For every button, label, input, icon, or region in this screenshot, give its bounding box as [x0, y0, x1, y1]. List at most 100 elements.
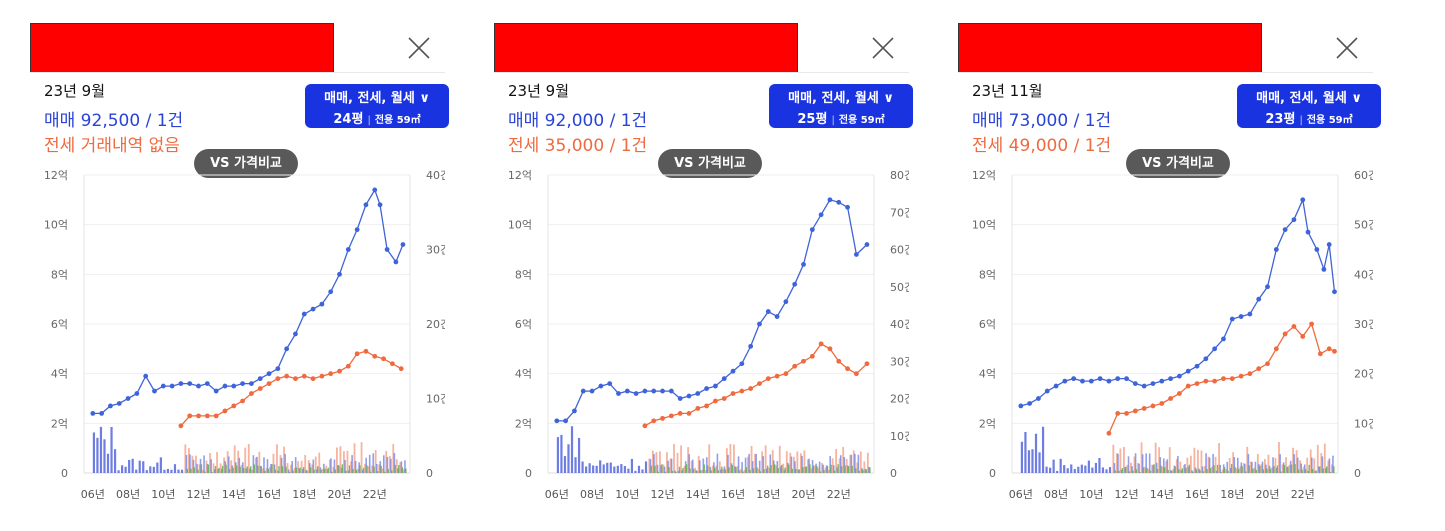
jeonse-price-point — [774, 373, 780, 379]
sale-price-point — [293, 331, 298, 337]
volume-bar-jeonse — [757, 468, 760, 473]
x-tick-label: 18년 — [1220, 488, 1244, 501]
volume-bar-sale — [1205, 453, 1207, 473]
volume-bar-jeonse — [254, 457, 257, 473]
sale-price-point — [554, 418, 560, 424]
x-tick-label: 12년 — [650, 488, 674, 501]
volume-bar-rent — [1199, 470, 1201, 473]
x-tick-label: 06년 — [1009, 488, 1033, 501]
close-icon[interactable] — [871, 36, 895, 60]
volume-bar-sale — [653, 454, 655, 473]
type-size-dropdown[interactable]: 매매, 전세, 월세 ∨ 23평 | 전용 59㎡ — [1237, 84, 1381, 128]
volume-bar-rent — [394, 464, 396, 473]
volume-bar-rent — [299, 467, 301, 473]
sale-price-point — [721, 376, 727, 382]
y-tick-label: 10억 — [508, 219, 532, 232]
sale-price-point — [1080, 378, 1085, 384]
x-tick-label: 22년 — [1291, 488, 1315, 501]
volume-bar-jeonse — [1225, 469, 1228, 473]
sale-price-point — [108, 403, 113, 409]
volume-bar-sale — [245, 468, 248, 473]
sale-price-point — [809, 227, 815, 233]
pyeong-label: 23평 — [1265, 112, 1296, 127]
volume-bar-sale — [1328, 458, 1331, 473]
jeonse-price-point — [354, 351, 360, 357]
volume-bar-rent — [1132, 470, 1134, 473]
volume-bar-sale — [829, 455, 831, 473]
vs-compare-button[interactable]: VS 가격비교 — [658, 149, 762, 178]
volume-bar-jeonse — [754, 453, 756, 473]
volume-bar-jeonse — [725, 448, 728, 473]
sale-price-point — [642, 388, 648, 394]
volume-bar-sale — [1073, 469, 1076, 473]
volume-bar-sale — [847, 465, 849, 473]
volume-bar-rent — [664, 471, 667, 473]
sale-price-point — [686, 393, 692, 399]
vs-compare-button[interactable]: VS 가격비교 — [1126, 149, 1230, 178]
pyeong-label: 25평 — [797, 112, 828, 127]
volume-bar-rent — [1181, 468, 1184, 473]
sale-price-point — [607, 381, 613, 386]
jeonse-price-point — [739, 388, 745, 394]
volume-bar-jeonse — [1249, 461, 1252, 473]
volume-bar-jeonse — [782, 463, 785, 473]
volume-bar-sale — [741, 462, 743, 473]
jeonse-price-point — [1273, 346, 1279, 352]
volume-bar-sale — [570, 426, 574, 473]
volume-bar-rent — [218, 467, 220, 473]
volume-bar-jeonse — [1232, 452, 1235, 473]
y2-tick-label: 60건 — [1354, 169, 1373, 182]
sale-price-point — [400, 242, 406, 247]
volume-bar-jeonse — [648, 458, 651, 473]
volume-bar-jeonse — [1179, 461, 1182, 473]
close-icon[interactable] — [407, 36, 431, 60]
volume-bar-sale — [758, 460, 761, 473]
volume-bar-sale — [1261, 461, 1264, 473]
sale-price-point — [384, 247, 390, 252]
volume-bar-rent — [1216, 464, 1219, 473]
volume-bar-jeonse — [704, 469, 707, 473]
volume-bar-sale — [273, 464, 276, 473]
volume-bar-rent — [724, 469, 727, 473]
volume-bar-rent — [795, 468, 797, 473]
volume-bar-rent — [742, 471, 744, 473]
volume-bar-sale — [592, 465, 595, 473]
jeonse-price-point — [1106, 430, 1112, 436]
y2-tick-label: 80건 — [890, 169, 909, 182]
sale-price-point — [677, 396, 683, 401]
jeonse-price-point — [398, 366, 404, 372]
jeonse-price-point — [1317, 351, 1323, 357]
volume-bar-jeonse — [1235, 468, 1238, 473]
vs-compare-button[interactable]: VS 가격비교 — [194, 149, 298, 178]
sale-price-point — [393, 259, 399, 265]
volume-bar-jeonse — [1175, 459, 1178, 473]
y-tick-label: 8억 — [51, 268, 68, 281]
jeonse-price-point — [196, 413, 201, 419]
jeonse-price: 전세 49,000 / 1건 — [972, 136, 1112, 156]
volume-bar-rent — [257, 465, 259, 473]
sale-price-point — [827, 197, 833, 203]
volume-bar-jeonse — [290, 464, 292, 473]
volume-bar-sale — [1070, 464, 1073, 473]
volume-bar-sale — [347, 470, 350, 473]
sale-price-point — [204, 381, 210, 386]
y-tick-label: 2억 — [51, 417, 68, 430]
type-size-dropdown[interactable]: 매매, 전세, 월세 ∨ 25평 | 전용 59㎡ — [769, 84, 913, 128]
volume-bar-jeonse — [849, 454, 852, 473]
y2-tick-label: 20건 — [426, 318, 445, 331]
jeonse-price-point — [677, 411, 683, 416]
type-size-dropdown[interactable]: 매매, 전세, 월세 ∨ 24평 | 전용 59㎡ — [305, 84, 449, 128]
volume-bar-rent — [384, 471, 386, 473]
sale-price-point — [1229, 316, 1235, 322]
jeonse-price: 전세 거래내역 없음 — [44, 136, 180, 156]
volume-bar-rent — [826, 466, 829, 473]
jeonse-price-point — [266, 381, 272, 386]
volume-bar-jeonse — [1126, 464, 1129, 473]
x-tick-label: 14년 — [1150, 488, 1174, 501]
volume-bar-jeonse — [346, 450, 349, 473]
volume-bar-jeonse — [1168, 447, 1171, 473]
volume-bar-jeonse — [237, 450, 240, 473]
sale-price-point — [1124, 376, 1129, 382]
close-icon[interactable] — [1335, 36, 1359, 60]
volume-bar-sale — [1177, 456, 1179, 473]
